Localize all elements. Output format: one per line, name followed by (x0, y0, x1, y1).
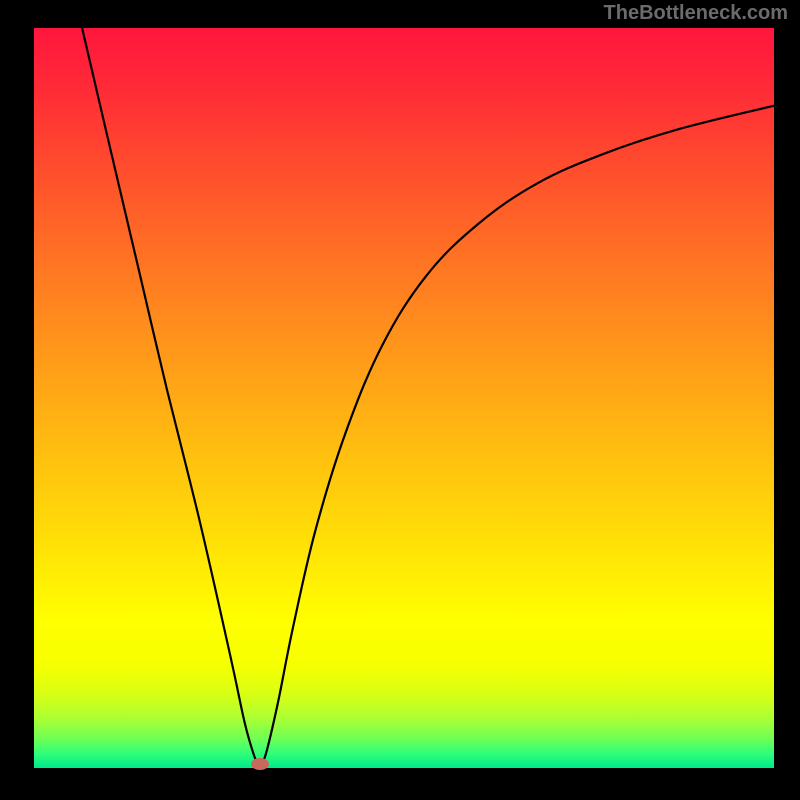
left-curve (82, 28, 258, 764)
curve-svg (34, 28, 774, 768)
right-curve (262, 106, 774, 765)
chart-container: TheBottleneck.com (0, 0, 800, 800)
plot-area (34, 28, 774, 768)
minimum-marker (251, 758, 269, 770)
watermark-text: TheBottleneck.com (604, 2, 788, 25)
